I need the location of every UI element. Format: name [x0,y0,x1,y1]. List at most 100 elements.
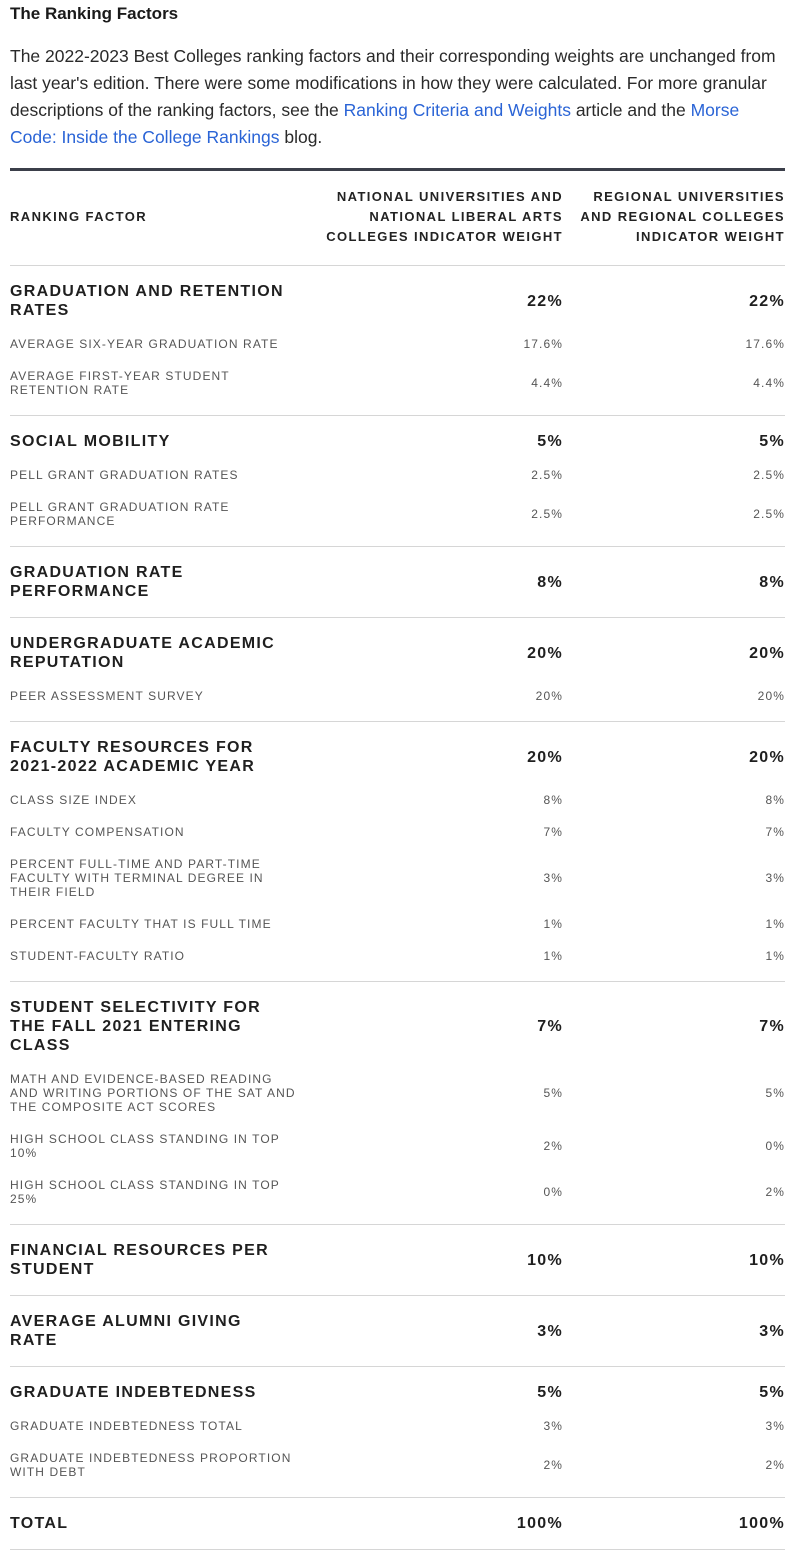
regional-weight: 8% [759,573,785,591]
subfactor-row: PEER ASSESSMENT SURVEY 20% 20% [10,680,785,721]
national-weight: 2% [543,1458,563,1472]
national-weight: 1% [543,917,563,931]
subfactor-row: FACULTY COMPENSATION 7% 7% [10,816,785,848]
regional-weight: 17.6% [745,337,785,351]
factor-row: SOCIAL MOBILITY 5% 5% [10,416,785,459]
regional-weight: 20% [749,748,785,766]
intro-text: blog. [279,127,323,147]
national-weight: 1% [543,949,563,963]
regional-weight: 20% [757,689,785,703]
factor-name: UNDERGRADUATE ACADEMIC REPUTATION [10,635,276,671]
morse-code-blog-link[interactable]: Morse Code: Inside the College Rankings [10,100,740,147]
factor-group: GRADUATION RATE PERFORMANCE 8% 8% [10,547,785,618]
national-weight: 3% [543,871,563,885]
factor-name: HIGH SCHOOL CLASS STANDING IN TOP 10% [10,1132,280,1160]
factor-group: FINANCIAL RESOURCES PER STUDENT 10% 10% [10,1225,785,1296]
factor-name: PERCENT FULL-TIME AND PART-TIME FACULTY … [10,857,264,899]
subfactor-row: STUDENT-FACULTY RATIO 1% 1% [10,940,785,981]
national-weight: 3% [543,1419,563,1433]
national-weight: 10% [527,1251,563,1269]
table-header: RANKING FACTOR NATIONAL UNIVERSITIES AND… [10,171,785,266]
factor-name: CLASS SIZE INDEX [10,793,137,807]
subfactor-row: HIGH SCHOOL CLASS STANDING IN TOP 25% 0% 2… [10,1169,785,1224]
subfactor-row: PERCENT FACULTY THAT IS FULL TIME 1% 1% [10,908,785,940]
intro-text: article and the [570,100,691,120]
factor-name: FACULTY RESOURCES FOR 2021-2022 ACADEMIC… [10,739,256,775]
regional-weight: 2% [765,1458,785,1472]
factor-name: GRADUATION AND RETENTION RATES [10,283,284,319]
factor-group: GRADUATE INDEBTEDNESS 5% 5% GRADUATE INDEBT… [10,1367,785,1498]
subfactor-row: CLASS SIZE INDEX 8% 8% [10,784,785,816]
regional-weight: 8% [765,793,785,807]
regional-weight: 5% [765,1086,785,1100]
subfactor-row: GRADUATE INDEBTEDNESS PROPORTION WITH DE… [10,1442,785,1497]
regional-weight: 22% [749,292,785,310]
factor-group: STUDENT SELECTIVITY FOR THE FALL 2021 EN… [10,982,785,1225]
factor-name: PEER ASSESSMENT SURVEY [10,689,204,703]
subfactor-row: HIGH SCHOOL CLASS STANDING IN TOP 10% 2% 0… [10,1123,785,1169]
factor-name: MATH AND EVIDENCE-BASED READING AND WRIT… [10,1072,296,1114]
subfactor-row: PERCENT FULL-TIME AND PART-TIME FACULTY … [10,848,785,908]
factor-name: TOTAL [10,1515,69,1532]
regional-weight: 10% [749,1251,785,1269]
factor-name: PELL GRANT GRADUATION RATES [10,468,239,482]
national-weight: 8% [543,793,563,807]
regional-weight: 0% [765,1139,785,1153]
subfactor-row: MATH AND EVIDENCE-BASED READING AND WRIT… [10,1063,785,1123]
factor-name: SOCIAL MOBILITY [10,433,171,450]
factor-group: GRADUATION AND RETENTION RATES 22% 22% AVER… [10,266,785,416]
regional-weight: 7% [759,1018,785,1035]
regional-weight: 3% [759,1322,785,1340]
factor-name: GRADUATE INDEBTEDNESS [10,1384,257,1401]
national-weight: 8% [537,573,563,591]
factor-name: FACULTY COMPENSATION [10,825,185,839]
subfactor-row: PELL GRANT GRADUATION RATE PERFORMANCE 2.… [10,491,785,546]
factor-name: AVERAGE FIRST-YEAR STUDENT RETENTION RAT… [10,369,230,397]
regional-weight: 2.5% [753,507,785,521]
regional-weight: 100% [738,1515,785,1532]
factor-name: GRADUATION RATE PERFORMANCE [10,564,184,600]
regional-weight: 2% [765,1185,785,1199]
header-ranking-factor: RANKING FACTOR [10,209,148,224]
factor-group: FACULTY RESOURCES FOR 2021-2022 ACADEMIC… [10,722,785,982]
national-weight: 5% [537,1384,563,1401]
factor-group: AVERAGE ALUMNI GIVING RATE 3% 3% [10,1296,785,1367]
header-national-weight: NATIONAL UNIVERSITIES AND NATIONAL LIBER… [326,189,563,244]
regional-weight: 4.4% [753,376,785,390]
regional-weight: 3% [765,871,785,885]
regional-weight: 5% [759,433,785,450]
national-weight: 100% [516,1515,563,1532]
factor-row: GRADUATION RATE PERFORMANCE 8% 8% [10,547,785,617]
subfactor-row: PELL GRANT GRADUATION RATES 2.5% 2.5% [10,459,785,491]
ranking-criteria-link[interactable]: Ranking Criteria and Weights [343,100,571,120]
factor-name: HIGH SCHOOL CLASS STANDING IN TOP 25% [10,1178,280,1206]
subfactor-row: GRADUATE INDEBTEDNESS TOTAL 3% 3% [10,1410,785,1442]
factor-name: GRADUATE INDEBTEDNESS PROPORTION WITH DE… [10,1451,292,1479]
regional-weight: 20% [749,644,785,662]
factor-row: STUDENT SELECTIVITY FOR THE FALL 2021 EN… [10,982,785,1063]
regional-weight: 3% [765,1419,785,1433]
regional-weight: 7% [765,825,785,839]
factor-row: AVERAGE ALUMNI GIVING RATE 3% 3% [10,1296,785,1366]
factor-name: PELL GRANT GRADUATION RATE PERFORMANCE [10,500,230,528]
regional-weight: 5% [759,1384,785,1401]
national-weight: 2.5% [531,507,563,521]
national-weight: 5% [537,433,563,450]
national-weight: 7% [543,825,563,839]
factor-group: TOTAL 100% 100% [10,1498,785,1550]
factor-group: SOCIAL MOBILITY 5% 5% PELL GRANT GRADUATION… [10,416,785,547]
factor-name: AVERAGE SIX-YEAR GRADUATION RATE [10,337,279,351]
factor-name: GRADUATE INDEBTEDNESS TOTAL [10,1419,243,1433]
national-weight: 4.4% [531,376,563,390]
factor-row: GRADUATION AND RETENTION RATES 22% 22% [10,266,785,328]
intro-text: The 2022-2023 Best Colleges ranking fact… [10,46,776,120]
factor-row: FACULTY RESOURCES FOR 2021-2022 ACADEMIC… [10,722,785,784]
factor-row: FINANCIAL RESOURCES PER STUDENT 10% 10% [10,1225,785,1295]
regional-weight: 2.5% [753,468,785,482]
national-weight: 2.5% [531,468,563,482]
factor-row: GRADUATE INDEBTEDNESS 5% 5% [10,1367,785,1410]
national-weight: 20% [527,748,563,766]
regional-weight: 1% [765,949,785,963]
factor-name: PERCENT FACULTY THAT IS FULL TIME [10,917,272,931]
national-weight: 22% [527,292,563,310]
